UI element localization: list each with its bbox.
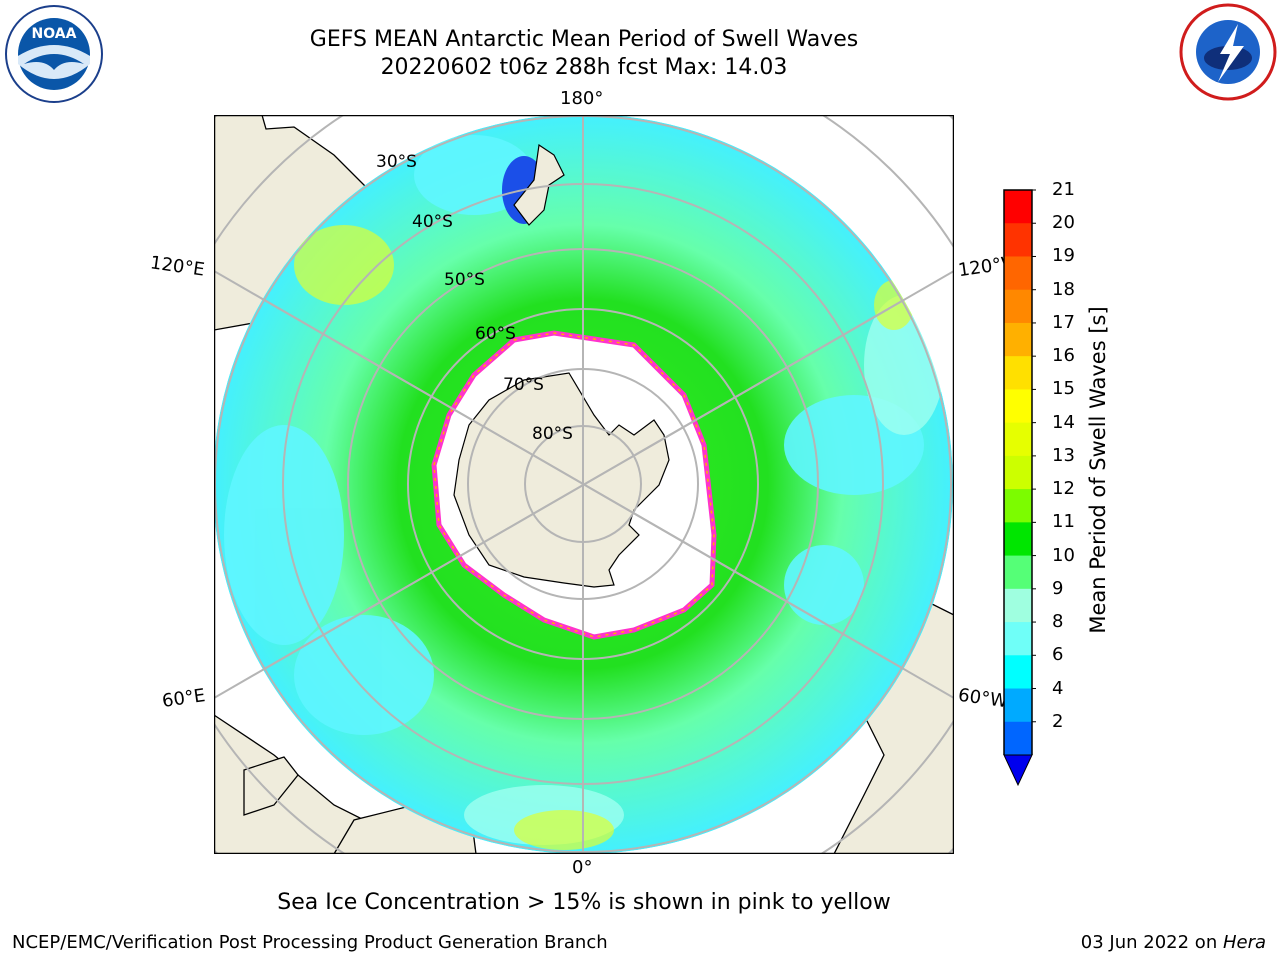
polar-map <box>62 0 1104 960</box>
colorbar-tick-label: 6 <box>1052 644 1064 666</box>
lat-label-70s: 70°S <box>503 375 544 395</box>
colorbar-extend-arrow <box>1003 754 1033 787</box>
meridian-label-180: 180° <box>560 88 604 109</box>
lat-label-30s: 30°S <box>376 152 417 172</box>
colorbar-segment <box>1004 688 1032 723</box>
colorbar-tick-label: 4 <box>1052 677 1064 699</box>
meridian-label-60e: 60°E <box>160 685 207 712</box>
colorbar-segment <box>1004 322 1032 357</box>
sea-ice-caption: Sea Ice Concentration > 15% is shown in … <box>277 890 891 915</box>
colorbar-tick-label: 19 <box>1052 245 1075 267</box>
colorbar-segment <box>1004 655 1032 690</box>
colorbar-segment <box>1004 588 1032 623</box>
footer-credit: NCEP/EMC/Verification Post Processing Pr… <box>12 932 608 953</box>
lat-label-60s: 60°S <box>475 324 516 344</box>
colorbar-tick-label: 13 <box>1052 444 1075 466</box>
noaa-logo: NOAA <box>4 4 104 104</box>
colorbar-segment <box>1004 455 1032 490</box>
lat-label-40s: 40°S <box>412 212 453 232</box>
colorbar-tick-label: 15 <box>1052 378 1075 400</box>
nws-logo <box>1178 2 1278 102</box>
colorbar-tick-label: 10 <box>1052 544 1075 566</box>
colorbar-tick-label: 11 <box>1052 511 1075 533</box>
colorbar-segment <box>1004 256 1032 291</box>
colorbar-segment <box>1004 190 1032 224</box>
antarctica <box>453 372 670 588</box>
colorbar-label: Mean Period of Swell Waves [s] <box>1086 306 1110 634</box>
lat-label-80s: 80°S <box>532 424 573 444</box>
colorbar <box>1000 188 1036 788</box>
colorbar-tick-label: 14 <box>1052 411 1075 433</box>
colorbar-segment <box>1004 289 1032 324</box>
colorbar-segment <box>1004 721 1032 756</box>
colorbar-segment <box>1004 422 1032 457</box>
colorbar-segment <box>1004 389 1032 424</box>
colorbar-tick-label: 18 <box>1052 278 1075 300</box>
colorbar-segment <box>1004 622 1032 656</box>
colorbar-tick-label: 17 <box>1052 311 1075 333</box>
colorbar-tick-label: 21 <box>1052 179 1075 200</box>
colorbar-tick-label: 12 <box>1052 478 1075 500</box>
footer-host: Hera <box>1222 932 1266 953</box>
map-title: GEFS MEAN Antarctic Mean Period of Swell… <box>309 27 859 52</box>
colorbar-tick-label: 20 <box>1052 212 1075 234</box>
colorbar-segment <box>1004 356 1032 390</box>
colorbar-tick-label: 2 <box>1052 710 1064 732</box>
map-subtitle: 20220602 t06z 288h fcst Max: 14.03 <box>380 55 788 80</box>
meridian-label-0: 0° <box>572 857 593 878</box>
lat-label-50s: 50°S <box>444 270 485 290</box>
colorbar-tick-label: 9 <box>1052 577 1064 599</box>
meridian-label-120e: 120°E <box>148 252 206 281</box>
footer-date: 03 Jun 2022 on Hera <box>1081 932 1266 953</box>
footer-date-text: 03 Jun 2022 on <box>1080 932 1223 953</box>
colorbar-segment <box>1004 489 1032 523</box>
colorbar-segment <box>1004 555 1032 590</box>
colorbar-segment <box>1004 522 1032 557</box>
colorbar-segment <box>1004 223 1032 257</box>
svg-text:NOAA: NOAA <box>32 26 77 42</box>
colorbar-tick-label: 8 <box>1052 611 1064 633</box>
swell-patches-cyan <box>224 135 924 735</box>
colorbar-tick-label: 16 <box>1052 345 1075 367</box>
